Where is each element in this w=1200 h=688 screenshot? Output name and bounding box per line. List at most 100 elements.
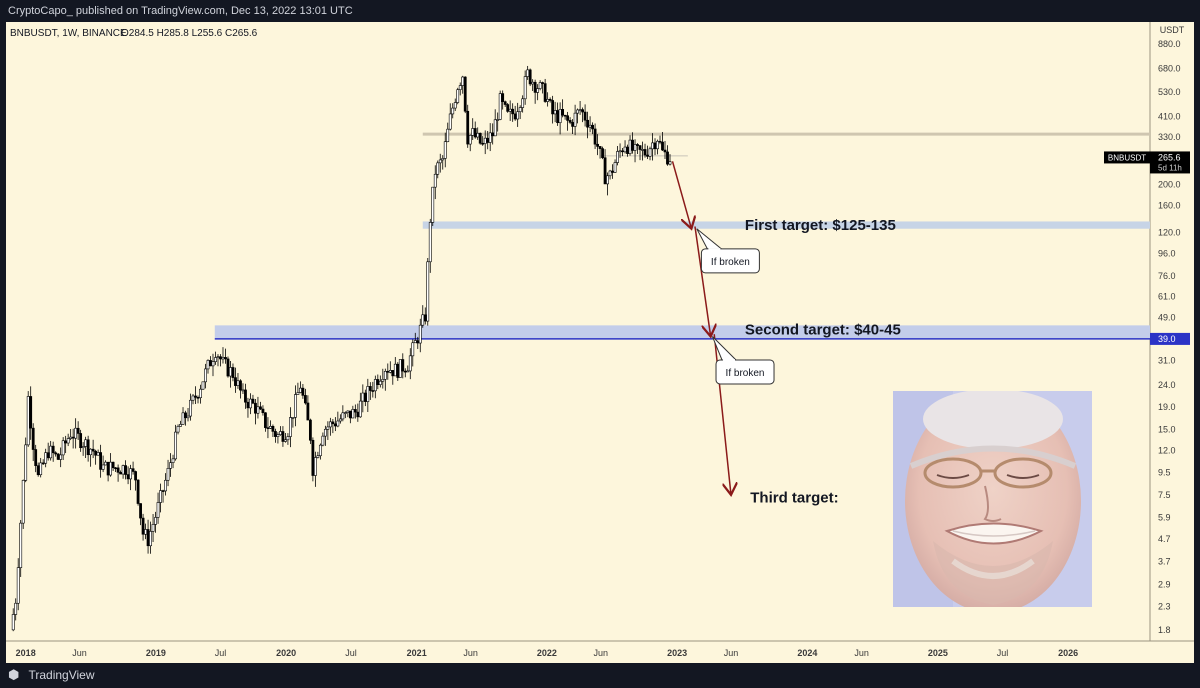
candle-body-48 (131, 468, 135, 472)
candle-body-90 (236, 380, 240, 386)
candle-body-247 (628, 139, 632, 154)
candle-body-55 (149, 531, 152, 547)
candle-body-169 (433, 173, 437, 188)
candle-body-108 (281, 431, 285, 442)
candle-body-40 (111, 461, 115, 469)
candle-body-166 (426, 261, 430, 322)
candle-body-105 (274, 431, 277, 437)
candle-body-71 (189, 399, 192, 417)
candle-body-86 (226, 358, 230, 377)
candle-body-24 (71, 436, 75, 439)
symbol-info-label: BNBUSDT, 1W, BINANCE (10, 28, 127, 39)
candle-body-262 (666, 151, 669, 165)
candle-body-225 (573, 112, 577, 127)
y-tick-label-23: 410.0 (1158, 111, 1181, 121)
candle-body-214 (546, 98, 550, 102)
candle-body-138 (356, 411, 360, 418)
x-tick-label-4: 2020 (276, 648, 296, 658)
projection-arrow-2 (694, 226, 711, 336)
candle-body-184 (471, 128, 475, 136)
y-tick-label-6: 7.5 (1158, 490, 1171, 500)
candle-body-82 (216, 356, 220, 358)
candle-body-263 (668, 161, 672, 165)
symbol-badge-label: BNBUSDT (1108, 153, 1146, 162)
candle-body-50 (136, 479, 140, 504)
candle-body-12 (41, 462, 45, 465)
candle-body-52 (141, 517, 145, 535)
candle-body-218 (556, 110, 560, 124)
callout-text-1: If broken (711, 257, 750, 268)
candle-body-97 (254, 402, 257, 414)
candle-body-6 (26, 396, 30, 446)
candle-body-47 (129, 468, 132, 480)
candle-body-129 (333, 423, 337, 427)
y-tick-label-25: 680.0 (1158, 64, 1181, 74)
candle-body-219 (558, 109, 562, 124)
candle-body-70 (186, 415, 190, 419)
candle-body-65 (174, 431, 177, 460)
candle-body-133 (343, 412, 347, 414)
candle-body-37 (104, 461, 108, 466)
candle-body-53 (144, 529, 147, 535)
candle-body-18 (56, 453, 60, 460)
candle-body-106 (276, 434, 280, 437)
candle-body-165 (423, 314, 427, 322)
y-tick-label-19: 160.0 (1158, 200, 1181, 210)
candle-body-92 (241, 389, 245, 392)
candle-body-170 (436, 162, 440, 175)
candle-body-248 (631, 139, 634, 151)
y-tick-label-8: 12.0 (1158, 445, 1176, 455)
candle-body-179 (458, 85, 462, 90)
candle-body-173 (443, 141, 447, 159)
time-axis-panel (6, 641, 1194, 663)
candle-body-261 (663, 149, 667, 153)
candle-body-2 (16, 567, 20, 604)
candle-body-209 (533, 81, 537, 93)
candle-body-128 (331, 421, 335, 425)
candle-body-104 (271, 426, 275, 432)
candle-body-240 (611, 170, 614, 173)
candle-body-198 (506, 104, 510, 112)
x-tick-label-2: 2019 (146, 648, 166, 658)
candle-body-234 (596, 143, 599, 147)
candle-body-203 (518, 107, 522, 113)
candle-body-11 (39, 462, 43, 476)
y-tick-label-7: 9.5 (1158, 468, 1171, 478)
candle-body-88 (231, 367, 235, 378)
level-band-2 (422, 221, 1150, 229)
candle-body-231 (588, 124, 592, 128)
candle-body-77 (204, 368, 207, 383)
x-tick-label-12: 2024 (797, 648, 817, 658)
candle-body-98 (256, 406, 260, 414)
candle-body-213 (543, 83, 547, 102)
candle-body-131 (338, 418, 342, 422)
candle-body-110 (286, 436, 290, 441)
candle-body-208 (531, 81, 535, 85)
candle-body-182 (466, 110, 470, 145)
candle-body-39 (109, 461, 113, 476)
x-tick-label-16: 2026 (1058, 648, 1078, 658)
candle-body-124 (321, 435, 325, 446)
candle-body-29 (84, 439, 88, 447)
x-tick-label-15: Jul (997, 648, 1009, 658)
candle-body-249 (633, 144, 637, 151)
candle-body-3 (19, 522, 23, 568)
candle-body-232 (591, 124, 594, 130)
candle-body-211 (538, 82, 542, 89)
candle-body-253 (643, 149, 647, 156)
candle-body-111 (289, 417, 292, 437)
candle-body-155 (398, 359, 402, 378)
y-tick-label-2: 2.9 (1158, 580, 1171, 590)
candle-body-156 (401, 359, 405, 372)
candle-body-164 (421, 314, 425, 326)
candle-body-233 (593, 128, 597, 145)
candle-body-190 (486, 137, 490, 143)
candle-body-113 (294, 394, 297, 418)
candle-body-54 (146, 529, 150, 547)
candle-body-167 (428, 222, 432, 263)
candle-body-252 (641, 149, 644, 151)
target-label-third: Third target: (750, 489, 838, 506)
candle-body-127 (328, 421, 332, 428)
x-tick-label-10: 2023 (667, 648, 687, 658)
